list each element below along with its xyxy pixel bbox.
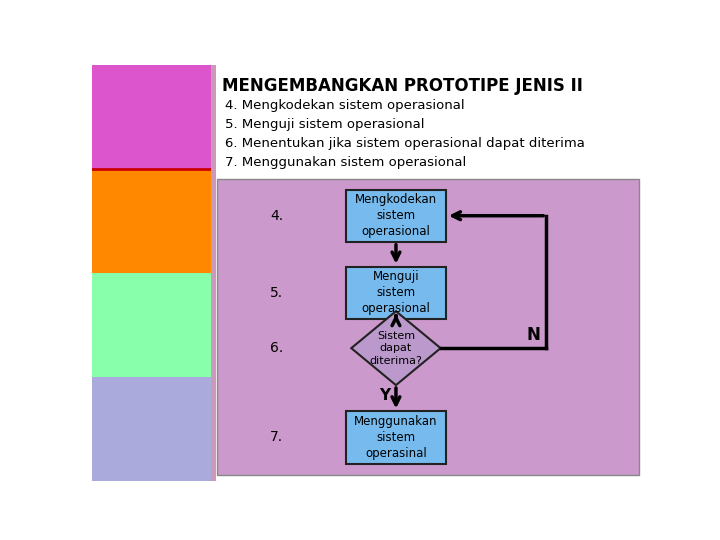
Text: Menggunakan
sistem
operasinal: Menggunakan sistem operasinal — [354, 415, 438, 460]
Bar — [92, 377, 211, 481]
Text: 4.: 4. — [270, 209, 283, 222]
Text: 7.: 7. — [270, 430, 283, 444]
Text: 6. Menentukan jika sistem operasional dapat diterima: 6. Menentukan jika sistem operasional da… — [225, 137, 585, 150]
Polygon shape — [351, 311, 441, 385]
Text: Menguji
sistem
operasional: Menguji sistem operasional — [361, 270, 431, 315]
Bar — [211, 65, 216, 481]
Text: 5.: 5. — [270, 286, 283, 300]
Text: Sistem
dapat
diterima?: Sistem dapat diterima? — [369, 331, 423, 366]
Bar — [211, 65, 647, 481]
Text: N: N — [526, 326, 540, 345]
Text: 6.: 6. — [270, 341, 283, 355]
Bar — [92, 65, 211, 168]
Text: 7. Menggunakan sistem operasional: 7. Menggunakan sistem operasional — [225, 157, 467, 170]
Bar — [92, 273, 211, 377]
Bar — [346, 267, 446, 319]
Bar — [346, 411, 446, 464]
Bar — [217, 179, 639, 475]
Bar — [92, 168, 211, 273]
Text: Y: Y — [379, 388, 391, 403]
Text: Mengkodekan
sistem
operasional: Mengkodekan sistem operasional — [355, 193, 437, 238]
Text: 4. Mengkodekan sistem operasional: 4. Mengkodekan sistem operasional — [225, 99, 464, 112]
Text: MENGEMBANGKAN PROTOTIPE JENIS II: MENGEMBANGKAN PROTOTIPE JENIS II — [222, 77, 582, 95]
Text: 5. Menguji sistem operasional: 5. Menguji sistem operasional — [225, 118, 425, 131]
Bar — [346, 190, 446, 242]
